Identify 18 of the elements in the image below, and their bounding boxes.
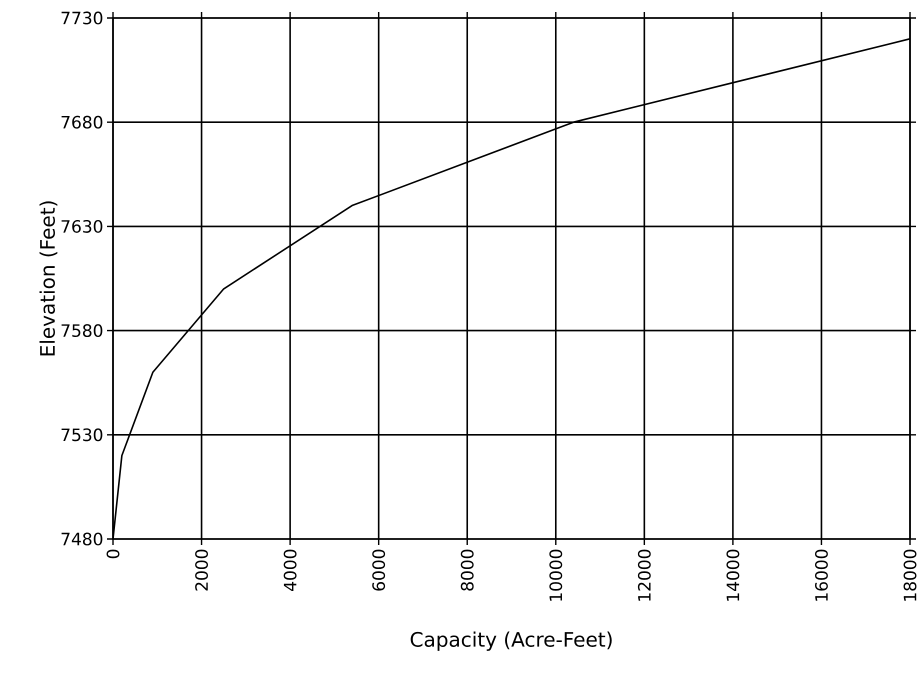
y-axis-title: Elevation (Feet) [40,201,58,356]
y-tick-label: 7630 [62,220,102,233]
x-axis-title: Capacity (Acre-Feet) [410,631,612,651]
y-tick-label: 7730 [62,12,102,24]
x-tick-label: 14000 [726,550,740,601]
x-tick-label: 12000 [638,550,651,601]
x-tick-label: 4000 [284,550,297,591]
x-tick-label: 2000 [195,550,208,591]
x-tick-label: 16000 [815,550,828,601]
x-tick-label: 18000 [904,550,916,601]
y-tick-label: 7680 [62,116,102,129]
x-tick-label: 0 [106,550,120,558]
x-tick-label: 6000 [372,550,386,591]
x-tick-label: 10000 [549,550,562,601]
y-tick-label: 7580 [62,324,102,338]
x-tick-label: 8000 [460,550,474,591]
y-tick-label: 7530 [62,428,102,442]
y-tick-label: 7480 [62,532,102,546]
